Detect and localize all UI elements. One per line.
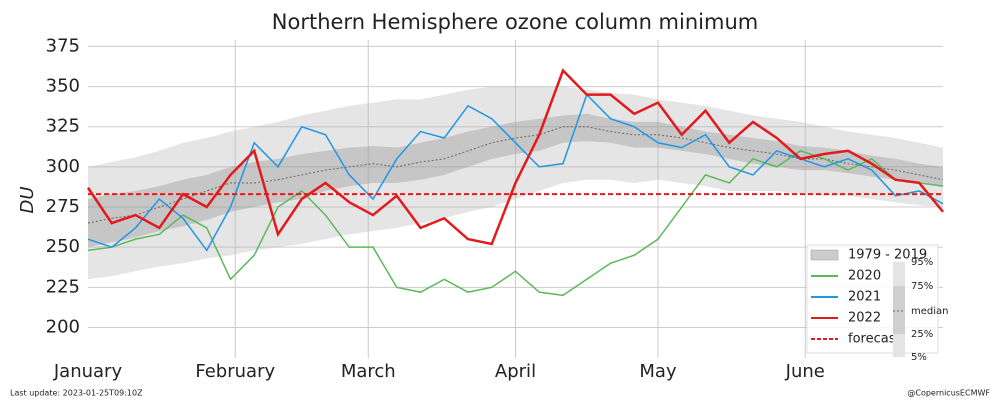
y-tick-label: 250 [46,236,80,257]
x-tick-label: May [639,361,677,382]
legend-label: 2021 [848,290,881,305]
x-tick-label: January [53,361,123,382]
legend-label: 1979 - 2019 [848,248,927,263]
percentile-label: 95% [911,257,933,268]
y-tick-label: 350 [46,76,80,97]
y-axis-label: DU [17,186,38,213]
y-tick-label: 275 [46,196,80,217]
series-line [87,149,944,297]
percentile-label: 25% [911,329,933,340]
x-tick-label: February [195,361,275,382]
percentile-strip [893,286,905,334]
legend-box [806,244,939,354]
legend-label: forecast [848,332,901,347]
legend-swatch [810,249,839,261]
footer-right: @CopernicusECMWF [907,389,990,398]
y-tick-label: 225 [46,276,80,297]
x-tick-label: March [341,361,396,382]
percentile-label: 5% [911,352,927,363]
chart-title: Northern Hemisphere ozone column minimum [272,10,758,34]
x-tick-label: June [785,361,825,382]
percentile-label: 75% [911,281,933,292]
legend-label: 2020 [848,269,881,284]
footer-left: Last update: 2023-01-25T09:10Z [10,389,143,398]
percentile-label: median [911,306,949,317]
legend-label: 2022 [848,311,881,326]
series-line [86,68,944,246]
y-tick-label: 300 [46,156,80,177]
y-tick-label: 325 [46,116,80,137]
x-tick-label: April [495,361,536,382]
y-tick-label: 375 [46,35,80,56]
y-tick-label: 200 [46,316,80,337]
